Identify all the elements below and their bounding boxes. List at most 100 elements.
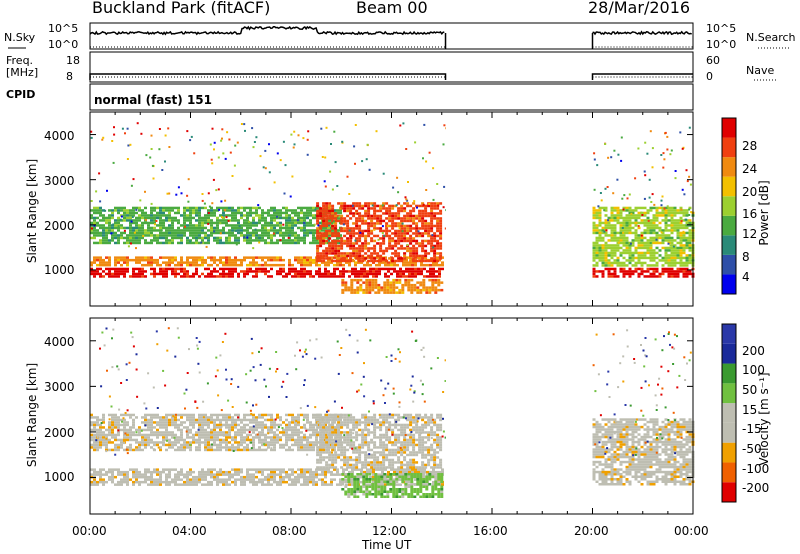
data-cell [243, 270, 246, 273]
data-cell [407, 286, 411, 289]
data-cell [198, 221, 201, 225]
data-cell [210, 275, 213, 278]
data-cell [393, 468, 396, 471]
data-cell [393, 478, 396, 481]
data-cell [334, 254, 338, 258]
data-cell [216, 433, 219, 437]
data-cell [315, 239, 318, 242]
data-cell [171, 270, 174, 273]
data-cell [373, 209, 377, 213]
data-cell [430, 242, 434, 245]
data-cell [279, 418, 282, 422]
data-cell [634, 267, 638, 271]
data-cell [108, 426, 111, 429]
data-cell [640, 239, 644, 242]
data-cell [393, 470, 396, 474]
data-speck [259, 155, 262, 158]
data-cell [189, 206, 192, 210]
data-cell [108, 258, 111, 262]
data-cell [159, 267, 162, 271]
data-cell [652, 249, 656, 252]
data-cell [396, 483, 399, 486]
data-cell [360, 267, 363, 271]
data-cell [156, 236, 159, 240]
data-cell [408, 270, 411, 273]
data-cell [180, 470, 183, 474]
data-cell [252, 468, 255, 471]
data-speck [149, 156, 152, 159]
data-cell [358, 214, 362, 218]
data-cell [225, 256, 228, 259]
data-cell [279, 216, 282, 220]
data-cell [420, 272, 423, 276]
data-cell [613, 226, 617, 230]
data-cell [258, 214, 261, 217]
data-cell [129, 224, 132, 227]
data-cell [201, 229, 204, 232]
data-cell [177, 221, 180, 225]
data-cell [613, 246, 617, 250]
data-speck [334, 161, 337, 164]
data-cell [369, 483, 372, 486]
data-cell [297, 226, 300, 230]
data-cell [282, 211, 285, 215]
data-cell [336, 229, 339, 232]
data-cell [316, 219, 320, 223]
data-cell [96, 428, 99, 432]
data-cell [431, 281, 435, 284]
data-cell [345, 478, 348, 481]
data-cell [210, 219, 213, 222]
data-cell [439, 202, 443, 205]
data-speck [144, 218, 147, 221]
data-speck [211, 202, 214, 205]
data-cell [355, 239, 359, 243]
data-speck [252, 146, 255, 149]
data-speck [359, 231, 362, 234]
data-cell [622, 236, 626, 240]
data-cell [147, 413, 150, 417]
data-cell [601, 226, 605, 230]
data-cell [90, 272, 93, 276]
data-cell [252, 483, 255, 486]
data-cell [264, 211, 267, 215]
data-cell [312, 261, 315, 264]
data-cell [246, 211, 249, 215]
data-cell [339, 261, 342, 264]
data-cell [352, 249, 356, 253]
data-cell [424, 254, 428, 258]
data-cell [285, 438, 288, 442]
data-cell [270, 258, 273, 262]
data-cell [297, 216, 300, 220]
data-cell [655, 216, 659, 220]
data-cell [388, 229, 392, 233]
data-cell [406, 224, 410, 228]
data-cell [420, 261, 423, 264]
data-cell [216, 443, 219, 447]
data-cell [399, 470, 402, 474]
data-cell [132, 480, 135, 484]
data-cell [300, 263, 303, 267]
data-cell [237, 272, 240, 276]
data-cell [319, 214, 323, 218]
data-cell [679, 234, 683, 237]
data-cell [372, 275, 375, 278]
data-cell [213, 209, 216, 212]
data-cell [363, 267, 366, 271]
data-cell [306, 261, 309, 264]
data-cell [324, 261, 327, 264]
data-cell [192, 209, 195, 212]
data-speck [680, 208, 683, 211]
data-cell [595, 211, 599, 215]
data-cell [369, 272, 372, 276]
data-cell [316, 237, 320, 240]
data-cell [598, 236, 602, 240]
data-cell [439, 217, 443, 220]
data-cell [380, 288, 384, 292]
data-cell [213, 418, 216, 422]
data-cell [198, 263, 201, 267]
data-cell [411, 270, 414, 273]
data-cell [150, 446, 153, 449]
data-cell [294, 275, 297, 278]
data-cell [183, 231, 186, 235]
data-cell [370, 202, 374, 205]
